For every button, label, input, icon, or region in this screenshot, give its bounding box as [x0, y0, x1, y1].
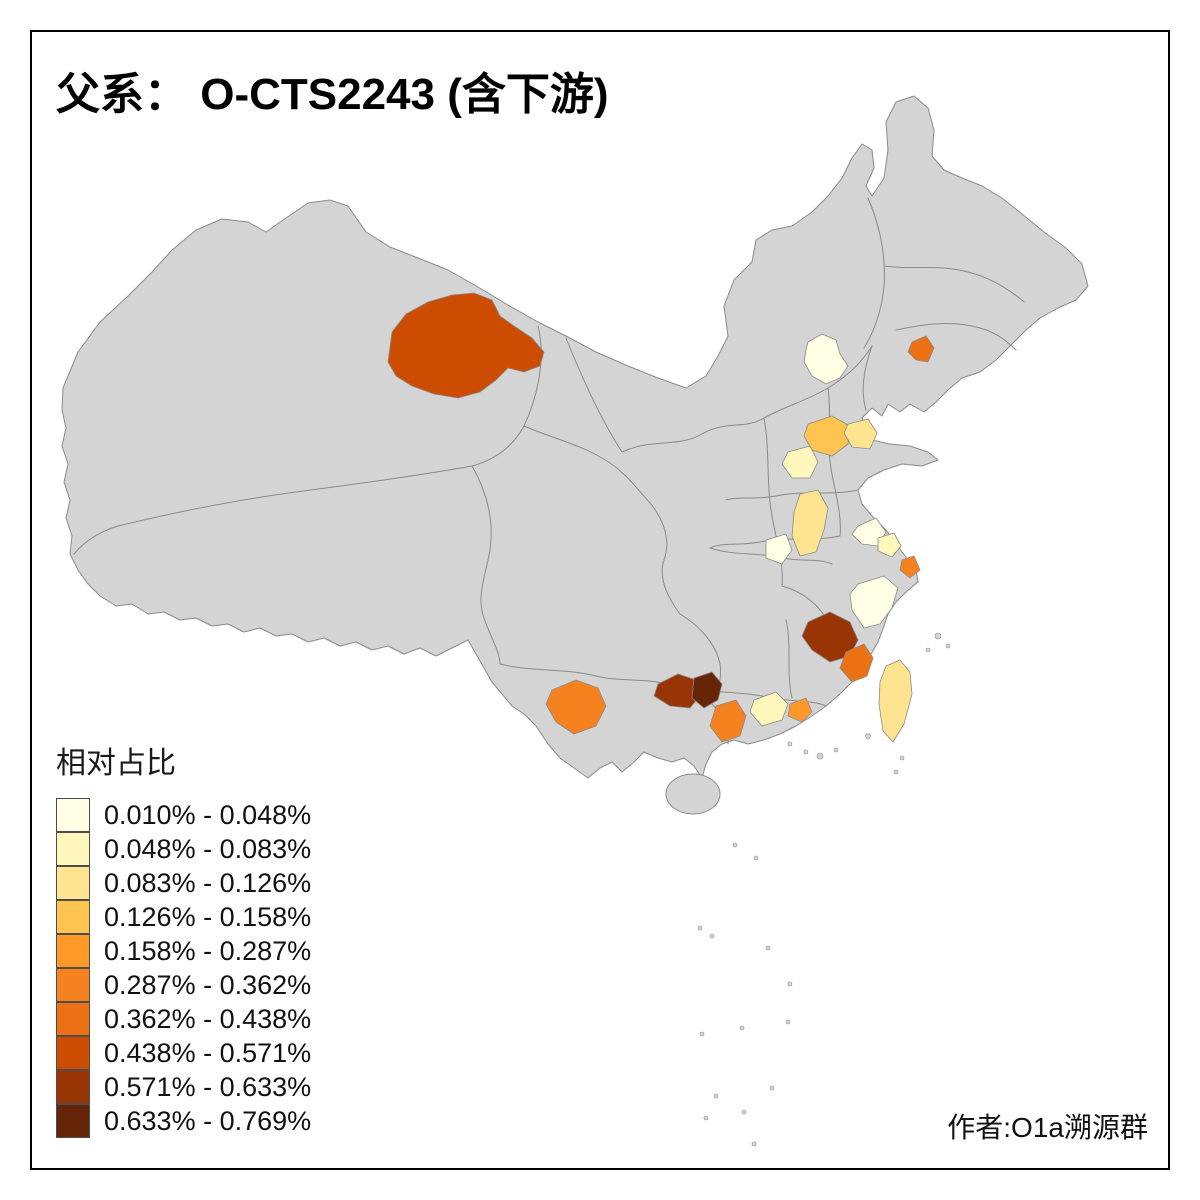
map-region-guizhou-southwest — [653, 673, 701, 709]
island-speck — [709, 933, 715, 939]
island-speck — [765, 945, 771, 951]
island-speck — [753, 855, 759, 861]
province-boundary-line — [785, 619, 793, 699]
province-boundary-line — [565, 337, 623, 453]
map-region-shanghai — [899, 555, 921, 579]
legend-bin-label: 0.126% - 0.158% — [104, 901, 312, 932]
legend-swatch — [56, 832, 90, 866]
province-boundary-line — [895, 323, 1017, 351]
map-region-guangdong-west — [749, 691, 789, 727]
legend-bin-label: 0.158% - 0.287% — [104, 935, 312, 966]
legend-row: 0.438% - 0.571% — [56, 1036, 311, 1070]
island-speck — [785, 1019, 791, 1025]
province-boundary-line — [73, 465, 473, 555]
map-region-xinjiang-north — [387, 292, 545, 399]
legend-title: 相对占比 — [56, 747, 176, 780]
island-speck — [803, 749, 809, 755]
island-speck — [934, 632, 942, 640]
island-speck — [697, 925, 703, 931]
island-speck — [787, 741, 793, 747]
island-speck — [713, 1093, 719, 1099]
province-boundary-line — [471, 465, 501, 665]
legend-bin-label: 0.571% - 0.633% — [104, 1071, 312, 1102]
legend-row: 0.287% - 0.362% — [56, 968, 311, 1002]
legend-row: 0.633% - 0.769% — [56, 1104, 311, 1138]
legend-row: 0.362% - 0.438% — [56, 1002, 311, 1036]
legend-row: 0.010% - 0.048% — [56, 798, 311, 832]
province-boundary-line — [725, 489, 859, 501]
island-speck — [699, 1031, 705, 1037]
island-speck — [893, 769, 899, 775]
china-landmass — [61, 95, 1089, 779]
legend-swatch — [56, 798, 90, 832]
map-region-guizhou-south — [691, 671, 723, 709]
legend-row: 0.571% - 0.633% — [56, 1070, 311, 1104]
legend-swatch — [56, 1036, 90, 1070]
legend-row: 0.158% - 0.287% — [56, 934, 311, 968]
island-speck — [925, 647, 931, 653]
legend-swatch — [56, 866, 90, 900]
map-region-guangxi-south — [709, 699, 747, 743]
legend-swatch — [56, 934, 90, 968]
map-region-taiwan — [878, 659, 913, 743]
legend-bin-label: 0.438% - 0.571% — [104, 1037, 312, 1068]
legend-swatch — [56, 968, 90, 1002]
province-boundary-line — [641, 493, 681, 615]
legend-swatch — [56, 1002, 90, 1036]
province-boundary-line — [883, 265, 1025, 303]
hainan-island — [665, 773, 721, 815]
island-speck — [833, 747, 839, 753]
legend-bin-label: 0.010% - 0.048% — [104, 799, 312, 830]
legend-row: 0.126% - 0.158% — [56, 900, 311, 934]
legend: 相对占比 0.010% - 0.048% 0.048% - 0.083% 0.083… — [56, 738, 311, 1138]
map-region-fujian-coast — [839, 643, 874, 683]
island-speck — [865, 733, 871, 739]
legend-bin-label: 0.362% - 0.438% — [104, 1003, 312, 1034]
island-speck — [769, 1085, 775, 1091]
island-speck — [751, 1141, 757, 1147]
map-region-zhejiang-north — [849, 575, 899, 629]
legend-row: 0.083% - 0.126% — [56, 866, 311, 900]
map-region-hubei-east — [765, 533, 793, 565]
map-region-henan-anhui-strip — [791, 489, 829, 557]
province-boundary-line — [862, 345, 873, 411]
figure-title: 父系： O-CTS2243 (含下游) — [56, 70, 609, 119]
island-speck — [703, 1115, 709, 1121]
province-boundary-line — [523, 425, 643, 495]
legend-bin-label: 0.048% - 0.083% — [104, 833, 312, 864]
legend-rows: 0.010% - 0.048% 0.048% - 0.083% 0.083% - 0… — [56, 798, 311, 1138]
province-boundary-line — [863, 197, 885, 349]
highlighted-regions — [387, 292, 935, 743]
map-region-beijing — [803, 333, 849, 385]
province-boundary-line — [827, 387, 841, 537]
island-speck — [945, 643, 951, 649]
island-speck — [787, 981, 793, 987]
legend-swatch — [56, 1070, 90, 1104]
legend-bin-label: 0.287% - 0.362% — [104, 969, 312, 1000]
province-boundary-line — [499, 663, 667, 685]
island-speck — [739, 1025, 745, 1031]
islands — [665, 632, 951, 1147]
map-region-yunnan-south — [545, 679, 607, 735]
island-speck — [899, 755, 905, 761]
legend-swatch — [56, 1104, 90, 1138]
map-region-jiangsu-east — [877, 532, 902, 558]
legend-bin-label: 0.083% - 0.126% — [104, 867, 312, 898]
map-region-henan-north — [781, 445, 819, 479]
map-region-shandong-west — [843, 418, 878, 450]
map-region-hebei-south — [803, 415, 851, 457]
figure-frame — [30, 30, 1170, 1170]
island-speck — [816, 752, 824, 760]
map-region-liaoning-south — [907, 335, 935, 363]
attribution: 作者:O1a溯源群 — [947, 1112, 1148, 1143]
island-speck — [741, 1109, 747, 1115]
island-speck — [732, 842, 738, 848]
legend-swatch — [56, 900, 90, 934]
legend-bin-label: 0.633% - 0.769% — [104, 1105, 312, 1136]
map-region-guangdong-central — [787, 697, 813, 723]
legend-row: 0.048% - 0.083% — [56, 832, 311, 866]
